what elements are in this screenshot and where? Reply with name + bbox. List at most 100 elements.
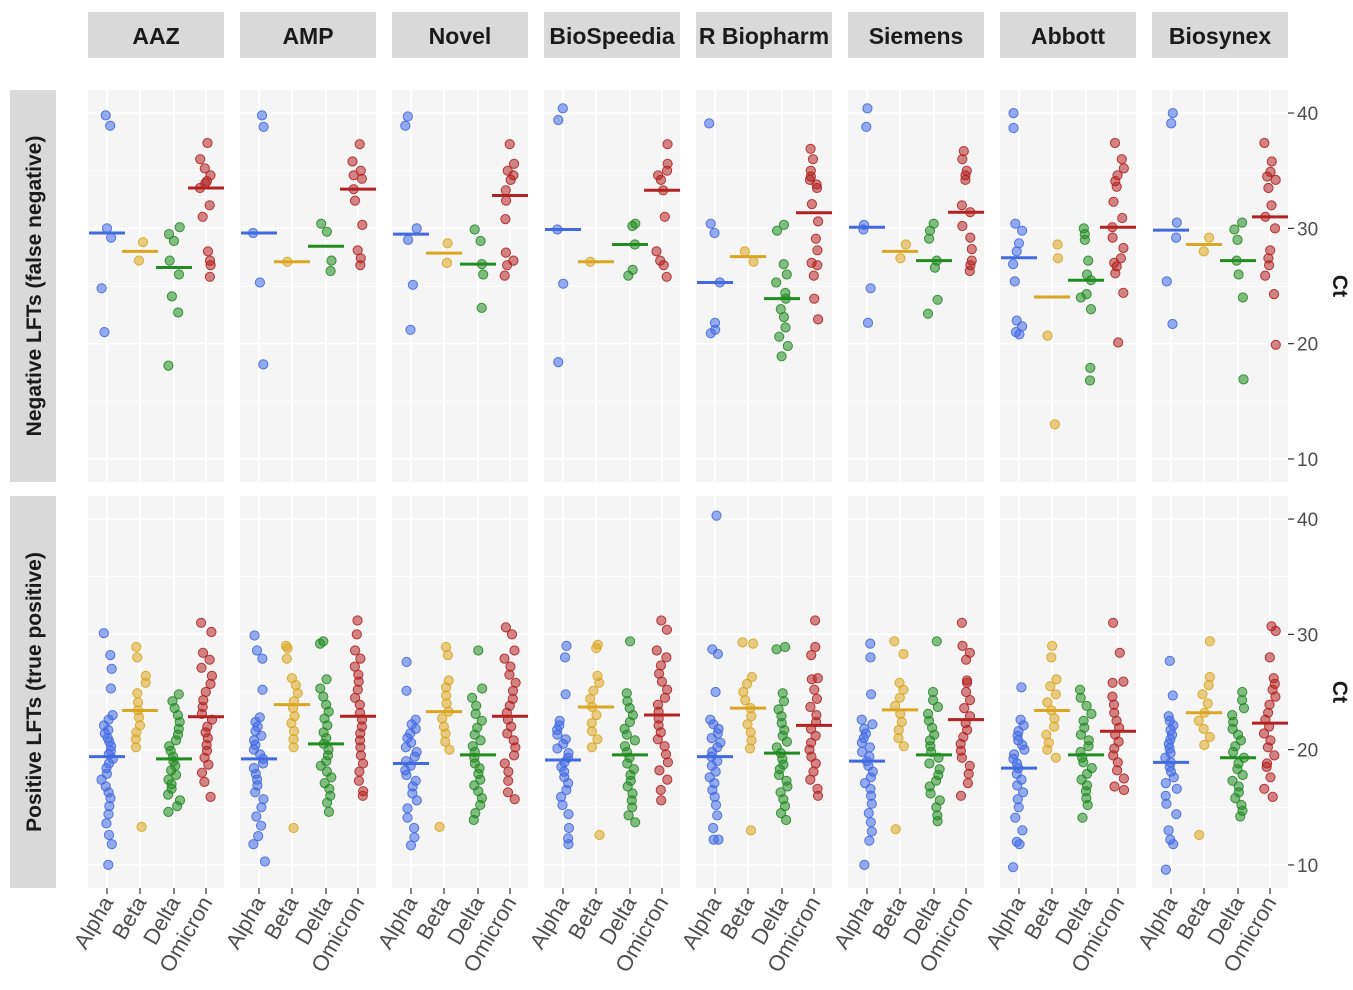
data-point-beta: [133, 255, 145, 266]
data-point-delta: [1077, 812, 1088, 823]
data-point-delta: [1075, 292, 1087, 303]
data-point-beta: [1042, 744, 1053, 755]
data-point-beta: [441, 257, 452, 268]
data-point-omicron: [810, 615, 821, 626]
data-point-delta: [1229, 224, 1240, 235]
data-point-omicron: [1270, 339, 1281, 350]
row-strip-label: Positive LFTs (true positive): [23, 552, 46, 832]
data-point-beta: [1046, 652, 1057, 663]
data-point-omicron: [651, 645, 662, 656]
data-point-alpha: [862, 317, 874, 328]
data-point-omicron: [961, 686, 972, 698]
data-point-beta: [1049, 419, 1061, 430]
data-point-alpha: [709, 227, 720, 239]
data-point-alpha: [1160, 778, 1171, 789]
data-point-omicron: [203, 759, 214, 770]
column-strip-bg: [392, 12, 528, 58]
data-point-omicron: [956, 617, 968, 628]
column-strip-label: Siemens: [869, 23, 964, 49]
data-point-beta: [594, 677, 605, 688]
data-point-alpha: [865, 817, 876, 828]
data-point-omicron: [1108, 750, 1119, 761]
data-point-alpha: [258, 121, 269, 133]
data-point-alpha: [409, 822, 420, 834]
data-point-beta: [131, 641, 142, 653]
data-point-alpha: [1017, 225, 1028, 236]
data-point-omicron: [661, 652, 672, 663]
data-point-omicron: [506, 629, 518, 640]
data-point-delta: [173, 689, 184, 700]
data-point-delta: [163, 789, 174, 800]
data-point-alpha: [712, 810, 723, 821]
data-point-omicron: [505, 174, 516, 185]
data-point-alpha: [866, 798, 877, 809]
data-point-alpha: [96, 283, 107, 294]
panel-0-abbott: [1000, 90, 1136, 482]
data-point-omicron: [202, 246, 214, 257]
y-tick-label: 30: [1297, 625, 1318, 646]
data-point-omicron: [956, 752, 968, 763]
data-point-delta: [475, 235, 486, 247]
data-point-delta: [315, 760, 326, 771]
data-point-omicron: [1114, 647, 1125, 658]
data-point-omicron: [662, 757, 674, 768]
data-point-omicron: [204, 271, 215, 282]
data-point-alpha: [1012, 780, 1023, 791]
panel-0-aaz: [88, 90, 224, 482]
data-point-alpha: [256, 820, 267, 831]
data-point-delta: [1085, 304, 1097, 315]
data-point-omicron: [509, 645, 520, 656]
data-point-omicron: [806, 650, 817, 661]
data-point-delta: [1238, 703, 1250, 714]
data-point-delta: [778, 696, 790, 707]
data-point-alpha: [561, 784, 572, 796]
data-point-delta: [164, 255, 175, 266]
data-point-alpha: [856, 714, 867, 725]
row-strips: Negative LFTs (false negative) Positive L…: [10, 90, 56, 888]
panel-1-biospeedia: [544, 496, 680, 888]
data-point-beta: [737, 637, 748, 648]
data-point-alpha: [708, 834, 719, 845]
data-point-delta: [773, 769, 785, 781]
data-point-omicron: [965, 232, 976, 243]
data-point-omicron: [812, 790, 824, 801]
data-point-delta: [932, 294, 943, 305]
data-point-alpha: [1008, 122, 1019, 134]
data-point-delta: [924, 758, 935, 769]
data-point-omicron: [504, 669, 515, 680]
column-strip-abbott: Abbott: [1000, 12, 1136, 58]
data-point-alpha: [400, 120, 411, 131]
data-point-beta: [1198, 246, 1209, 257]
data-point-omicron: [355, 260, 366, 271]
data-point-omicron: [1261, 761, 1272, 773]
data-point-delta: [922, 308, 934, 319]
data-point-alpha: [1166, 118, 1177, 129]
data-point-alpha: [402, 111, 413, 122]
data-point-alpha: [106, 663, 117, 675]
y-axis-row-1: 10 20 30 40 Ct: [1288, 510, 1351, 877]
panel-0-biospeedia: [544, 90, 680, 482]
data-point-alpha: [552, 729, 563, 740]
data-point-delta: [931, 636, 942, 647]
data-point-delta: [1238, 374, 1249, 385]
data-point-omicron: [502, 728, 513, 739]
data-point-delta: [932, 701, 944, 713]
data-point-omicron: [1259, 137, 1270, 149]
data-point-omicron: [353, 775, 364, 786]
data-point-delta: [1084, 375, 1096, 386]
data-point-beta: [1051, 674, 1062, 685]
data-point-omicron: [654, 765, 665, 776]
data-point-delta: [925, 788, 936, 799]
data-point-alpha: [1163, 825, 1174, 836]
data-point-omicron: [1264, 260, 1275, 271]
data-point-omicron: [197, 211, 208, 222]
data-point-delta: [1230, 793, 1241, 804]
data-point-omicron: [1118, 676, 1129, 687]
data-point-delta: [1083, 255, 1094, 266]
data-point-alpha: [710, 686, 721, 698]
data-point-beta: [1203, 680, 1214, 691]
